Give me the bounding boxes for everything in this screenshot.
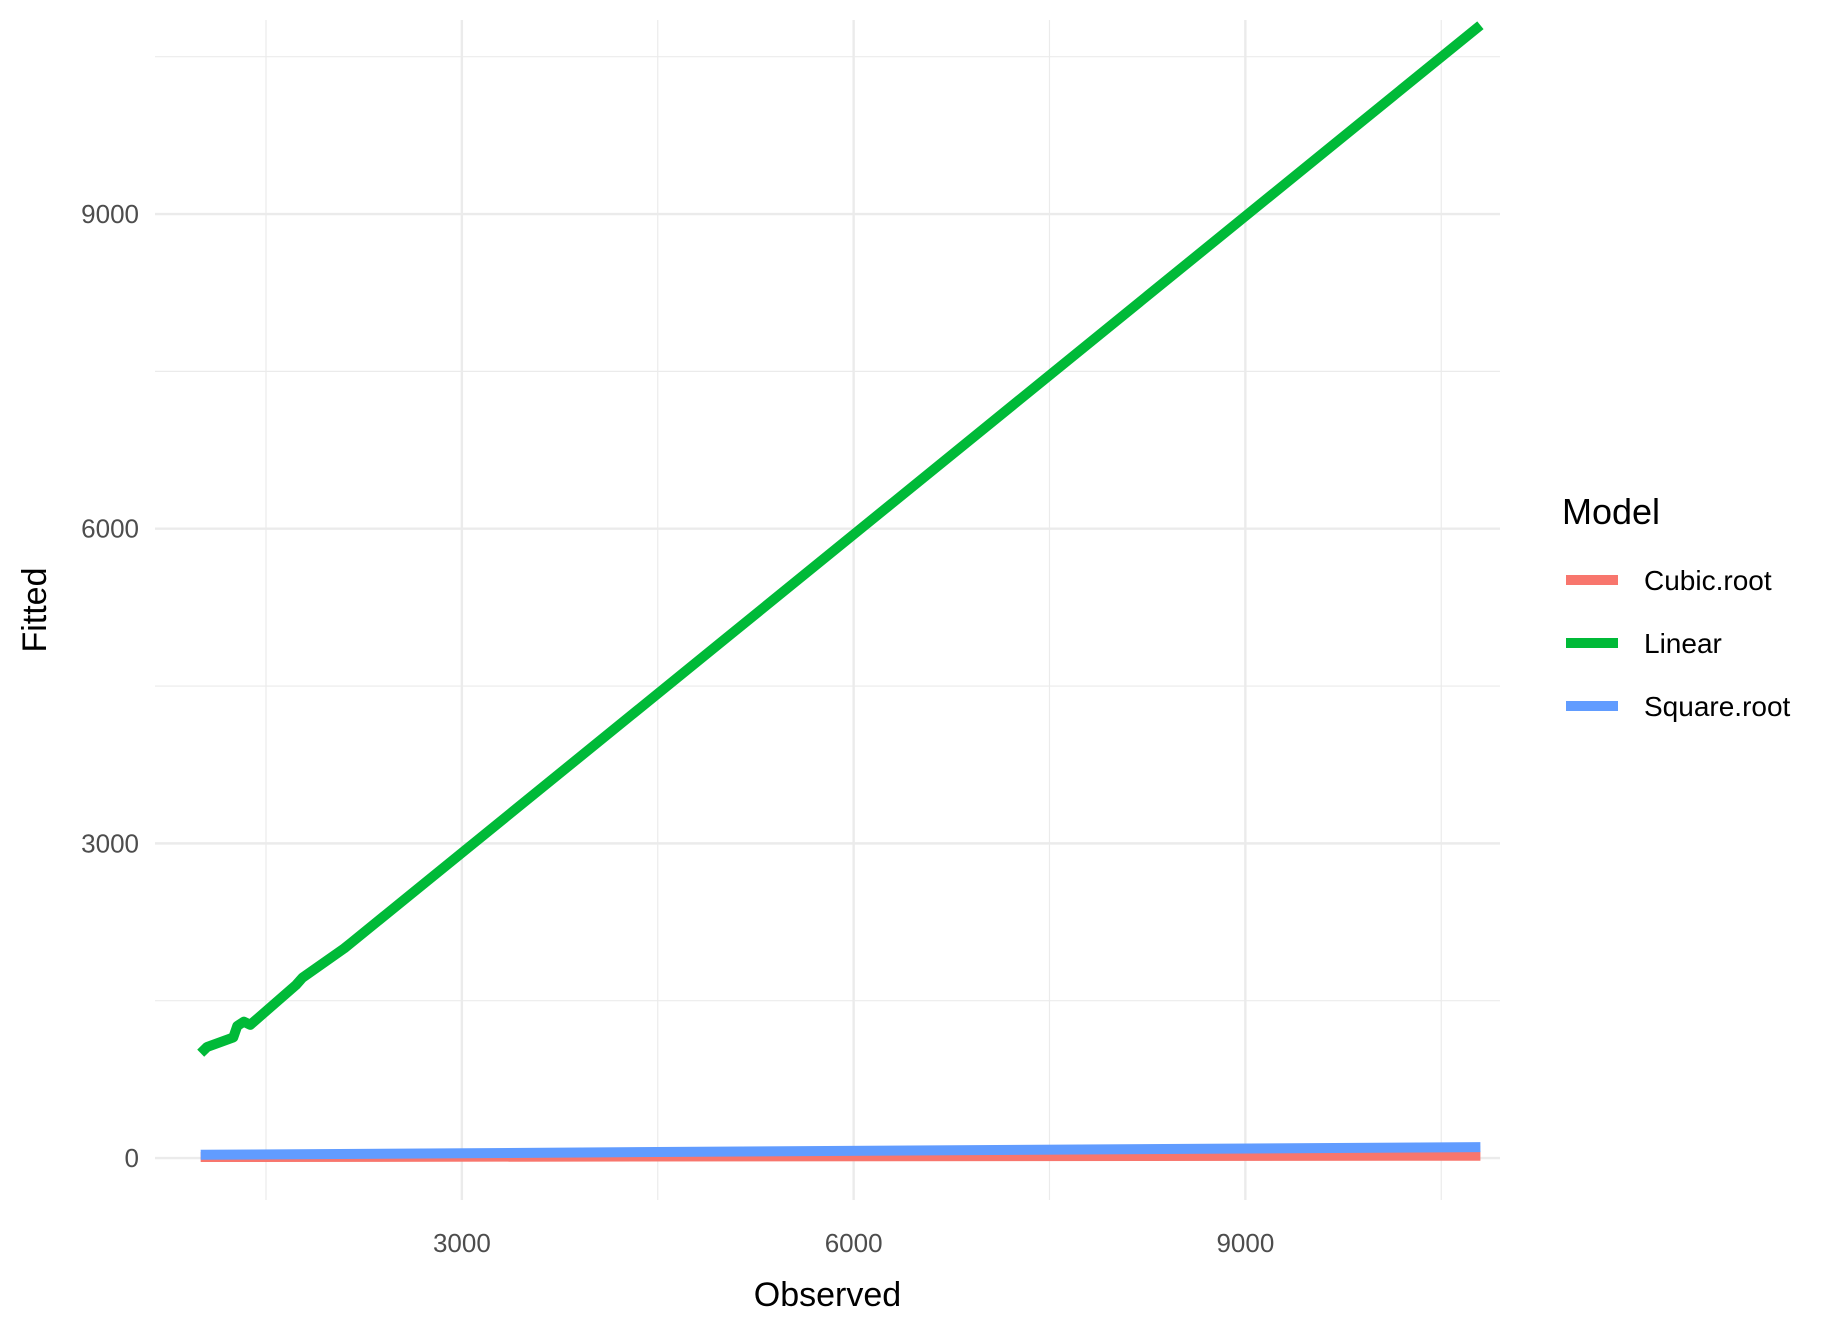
- x-axis-title: Observed: [754, 1276, 901, 1314]
- legend-items: Cubic.root Linear Square.root: [1566, 565, 1791, 722]
- legend-label-cubic-root: Cubic.root: [1644, 565, 1772, 596]
- legend-label-square-root: Square.root: [1644, 691, 1791, 722]
- y-axis-title: Fitted: [16, 567, 54, 652]
- y-tick-label: 0: [125, 1143, 139, 1173]
- grid-minor: [155, 20, 1500, 1200]
- y-tick-label: 6000: [81, 514, 139, 544]
- legend-title: Model: [1562, 491, 1660, 532]
- x-tick-label: 3000: [433, 1228, 491, 1258]
- x-tick-label: 9000: [1216, 1228, 1274, 1258]
- legend: Model Cubic.root Linear Square.root: [1562, 491, 1791, 722]
- grid-major: [155, 20, 1500, 1200]
- series-layer: [197, 21, 1484, 1162]
- series-line-square-root: [200, 1142, 1481, 1160]
- y-tick-label: 3000: [81, 828, 139, 858]
- x-tick-label: 6000: [825, 1228, 883, 1258]
- legend-label-linear: Linear: [1644, 628, 1722, 659]
- series-line-linear: [197, 21, 1484, 1057]
- y-tick-label: 9000: [81, 199, 139, 229]
- tick-labels: 3000 6000 9000 0 3000 6000 9000: [81, 199, 1274, 1258]
